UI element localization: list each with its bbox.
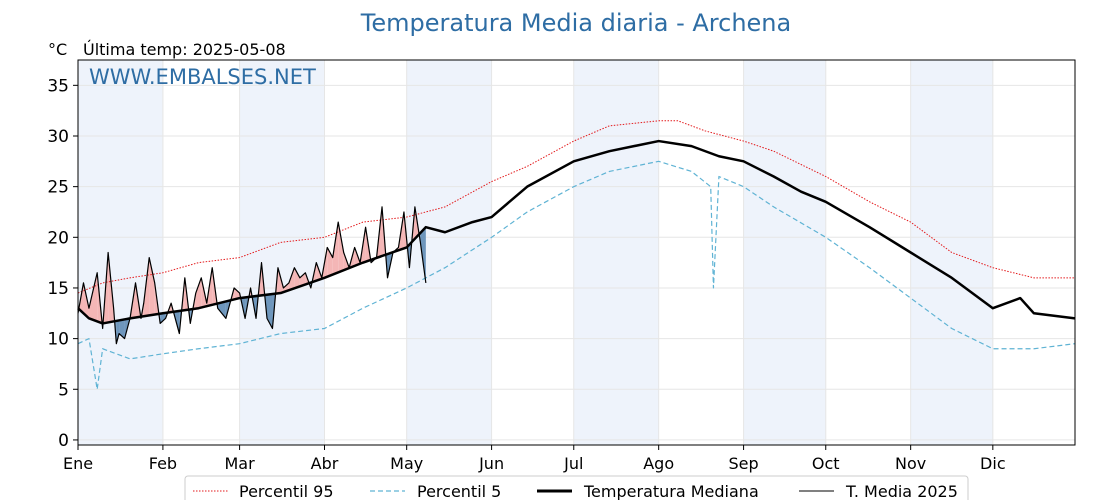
month-band [743,60,826,445]
series-line-percentil-95 [77,120,1075,294]
y-tick-label: 15 [47,279,69,299]
month-band [78,60,163,445]
x-tick-label: Oct [812,454,840,473]
series-line-t-media-2025 [77,206,427,345]
month-band [406,60,492,445]
anomaly-fill [217,301,226,319]
x-tick-label: Ago [643,454,674,473]
legend-box [184,475,969,500]
y-tick-label: 35 [47,76,69,96]
month-band [573,60,659,445]
month-bands [78,60,993,445]
x-tick-label: Nov [895,454,926,473]
legend-label-2025: T. Media 2025 [845,482,958,500]
anomaly-fill [338,222,344,273]
x-tick-label: Dic [980,454,1006,473]
series-lines [77,120,1076,390]
x-tick-label: Mar [225,454,256,473]
last-temp-label: Última temp: 2025-05-08 [83,40,286,59]
y-tick-label: 10 [47,330,69,350]
anomaly-fill [294,267,300,289]
x-tick-label: Jul [563,454,583,473]
anomaly-fill [116,320,120,344]
legend-label-p95: Percentil 95 [239,482,334,500]
month-band [239,60,325,445]
chart-title: Temperatura Media diaria - Archena [360,9,791,37]
y-tick-label: 25 [47,178,69,198]
series-line-percentil-5 [77,160,1076,390]
anomaly-fill [195,277,202,309]
x-tick-label: Sep [729,454,759,473]
anomaly-fill [88,272,98,322]
anomaly-fill [119,319,125,339]
anomaly-fill [299,272,306,287]
y-tick-label: 30 [47,127,69,147]
legend-label-p5: Percentil 5 [417,482,501,500]
anomaly-fill [160,312,166,324]
x-ticks: Ene Feb Mar Abr May Jun Jul Ago Sep Oct Nov Dic [63,445,1006,473]
series-line-temperatura-mediana [77,139,1076,325]
legend-label-median: Temperatura Mediana [583,482,759,500]
y-tick-label: 0 [58,431,69,451]
anomaly-fill [234,287,240,300]
x-tick-label: Ene [63,454,93,473]
anomaly-fill [332,222,339,275]
anomaly-fill [149,257,155,316]
watermark: WWW.EMBALSES.NET [89,65,316,89]
x-tick-label: Abr [311,454,339,473]
y-tick-label: 20 [47,228,69,248]
x-tick-label: Jun [478,454,504,473]
legend: Percentil 95 Percentil 5 Temperatura Med… [184,475,969,500]
anomaly-fill [327,247,333,277]
x-tick-label: Feb [149,454,177,473]
plot-frame [77,59,1076,446]
y-axis-unit: °C [48,40,67,59]
y-ticks: 0 5 10 15 20 25 30 35 [47,76,78,451]
anomaly-fill [288,267,295,291]
y-tick-label: 5 [58,380,69,400]
x-tick-label: May [390,454,423,473]
